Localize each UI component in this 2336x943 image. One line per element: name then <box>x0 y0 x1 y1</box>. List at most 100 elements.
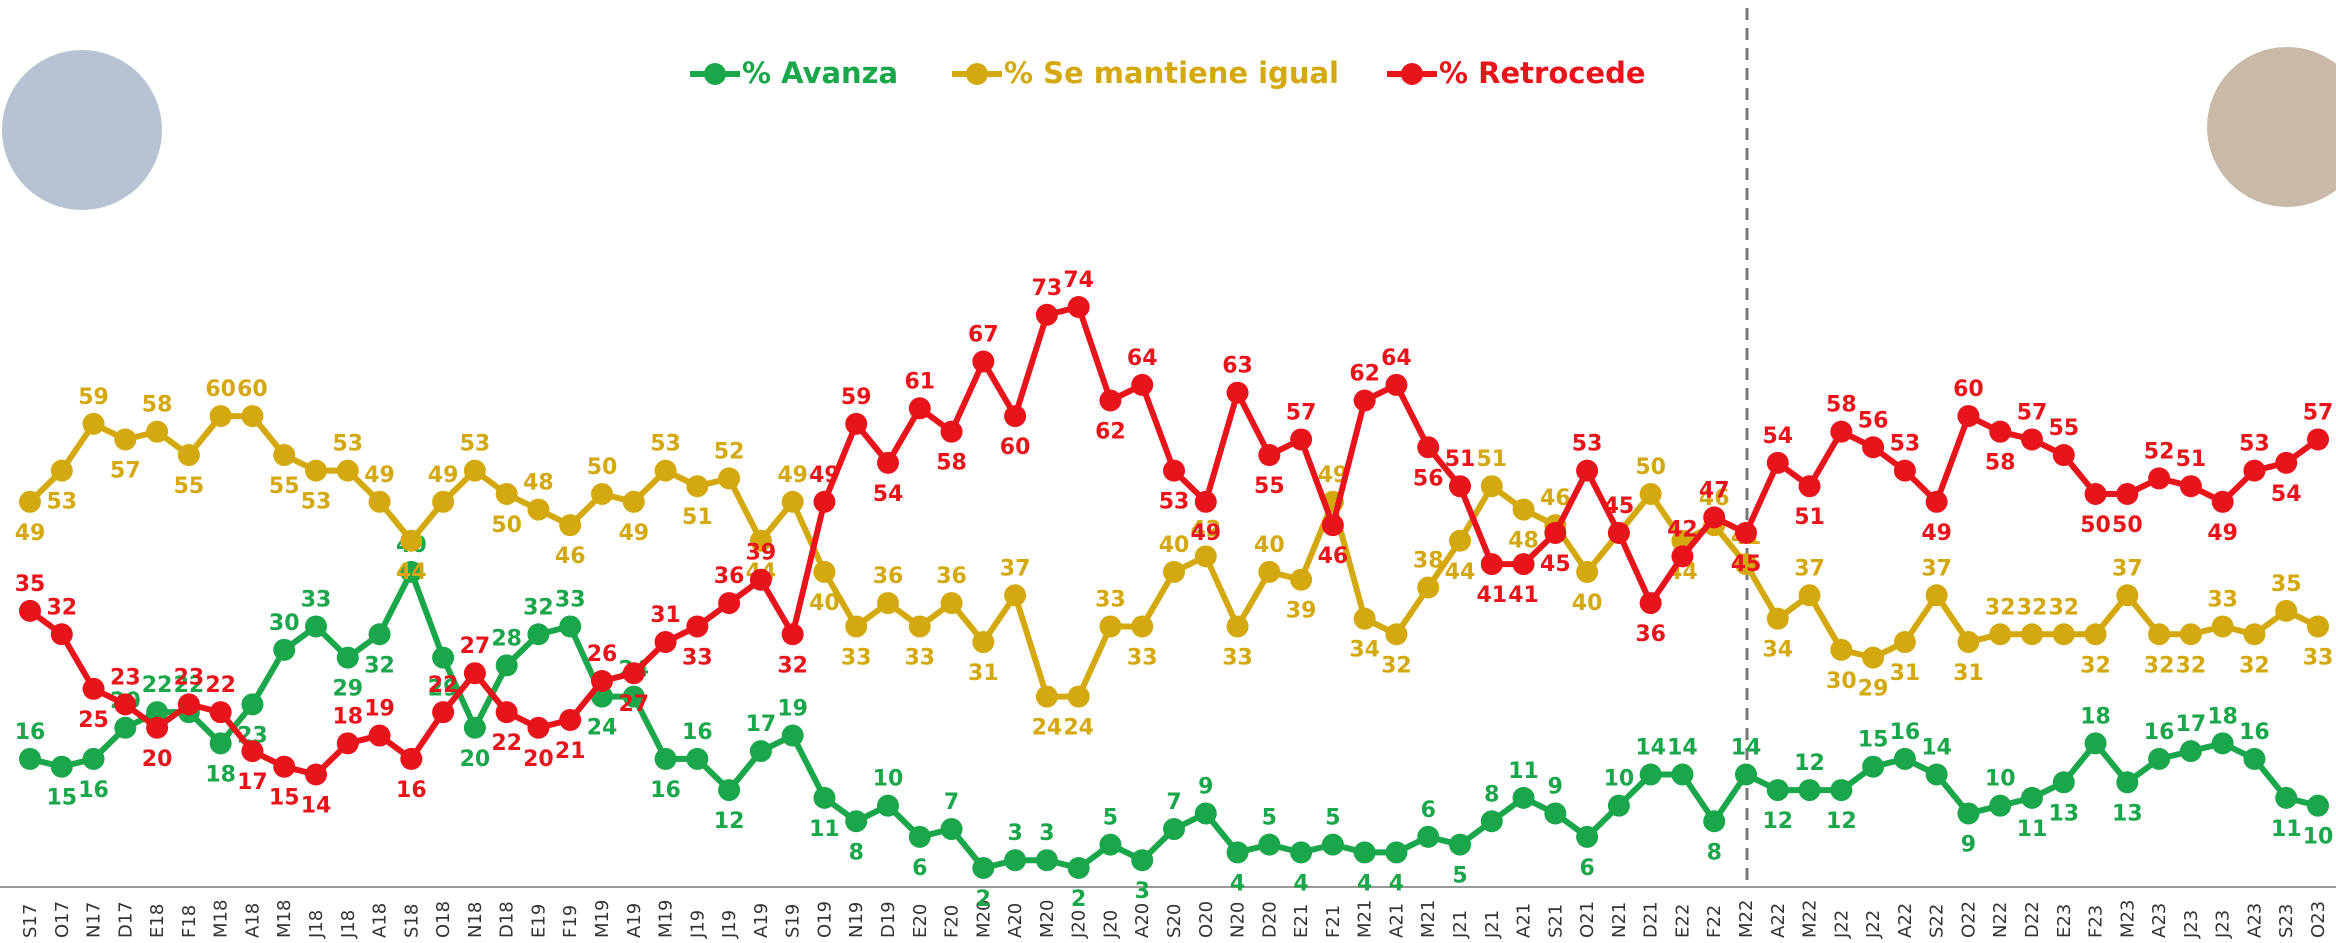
value-label: 14 <box>1667 736 1698 761</box>
x-tick-label: E22 <box>1672 904 1693 938</box>
value-label: 53 <box>1159 490 1190 515</box>
point <box>1417 576 1440 599</box>
legend-marker <box>966 63 988 85</box>
point <box>177 444 200 467</box>
point <box>1766 779 1789 802</box>
value-label: 10 <box>1604 767 1635 792</box>
point <box>368 724 391 747</box>
value-label: 49 <box>618 521 649 546</box>
x-tick-label: E20 <box>910 904 931 938</box>
point <box>1989 794 2012 817</box>
value-label: 55 <box>1254 474 1285 499</box>
x-tick-label: N19 <box>846 902 867 938</box>
x-tick-label: A22 <box>1768 903 1789 938</box>
point <box>1385 623 1408 646</box>
value-label: 8 <box>1484 782 1499 807</box>
value-label: 15 <box>46 786 77 811</box>
value-label: 35 <box>15 572 46 597</box>
value-label: 4 <box>1230 871 1245 896</box>
value-label: 11 <box>809 817 840 842</box>
point <box>305 615 327 638</box>
point <box>718 779 741 802</box>
x-tick-label: A18 <box>242 903 263 938</box>
value-label: 24 <box>587 716 618 741</box>
point <box>1703 506 1726 529</box>
point <box>19 747 41 770</box>
value-label: 33 <box>841 645 872 670</box>
value-label: 13 <box>2048 801 2079 826</box>
value-label: 51 <box>1476 447 1507 472</box>
point <box>1226 615 1249 638</box>
point <box>2021 428 2043 451</box>
legend-marker <box>704 63 726 85</box>
x-tick-label: A18 <box>370 903 391 938</box>
point <box>972 631 995 654</box>
value-label: 8 <box>1707 840 1722 865</box>
point <box>622 490 645 513</box>
value-label: 3 <box>1135 879 1150 904</box>
value-label: 48 <box>1508 529 1539 554</box>
x-tick-label: E21 <box>1291 904 1312 938</box>
value-label: 7 <box>944 790 959 815</box>
point <box>845 810 868 833</box>
point <box>1353 841 1376 864</box>
value-label: 56 <box>1413 466 1444 491</box>
point <box>1163 459 1185 482</box>
point <box>877 451 899 474</box>
x-tick-label: S18 <box>401 904 422 938</box>
point <box>2275 786 2298 809</box>
x-tick-label: O20 <box>1196 901 1217 938</box>
point <box>1925 763 1948 786</box>
point <box>1671 763 1694 786</box>
point <box>781 490 804 513</box>
value-label: 16 <box>2239 720 2270 745</box>
point <box>1798 475 1821 498</box>
value-label: 11 <box>2017 817 2048 842</box>
value-label: 8 <box>849 840 864 865</box>
value-label: 42 <box>1190 517 1221 542</box>
value-label: 57 <box>1286 400 1317 425</box>
value-label: 64 <box>1381 346 1412 371</box>
point <box>1957 631 1980 654</box>
x-tick-label: J18 <box>306 910 327 939</box>
value-label: 11 <box>1508 759 1539 784</box>
value-label: 31 <box>650 603 681 628</box>
value-label: 31 <box>1890 661 1921 686</box>
value-label: 46 <box>555 544 586 569</box>
point <box>2211 615 2234 638</box>
point <box>114 716 137 739</box>
value-label: 50 <box>2112 513 2143 538</box>
value-label: 16 <box>682 720 713 745</box>
value-label: 74 <box>1063 268 1094 293</box>
value-label: 53 <box>301 490 332 515</box>
value-label: 54 <box>2271 482 2302 507</box>
x-tick-label: M18 <box>211 900 232 938</box>
point <box>686 615 709 638</box>
value-label: 14 <box>1635 736 1666 761</box>
point <box>972 857 995 879</box>
point <box>1544 802 1567 825</box>
point <box>718 467 741 490</box>
value-label: 26 <box>587 642 618 667</box>
value-label: 49 <box>777 463 808 488</box>
value-label: 44 <box>1445 560 1476 585</box>
photo-right <box>2207 47 2336 207</box>
value-label: 16 <box>396 778 427 803</box>
point <box>781 724 804 747</box>
value-label: 55 <box>269 474 300 499</box>
value-label: 33 <box>904 645 935 670</box>
point <box>336 646 359 669</box>
value-label: 24 <box>1032 716 1063 741</box>
point <box>209 405 232 428</box>
x-tick-label: F21 <box>1323 905 1344 938</box>
point <box>336 732 359 755</box>
value-label: 58 <box>1985 451 2016 476</box>
value-label: 22 <box>428 673 459 698</box>
point <box>1671 545 1694 568</box>
point <box>2084 483 2107 505</box>
value-label: 10 <box>873 767 904 792</box>
value-label: 50 <box>587 455 618 480</box>
value-label: 6 <box>912 856 927 881</box>
point <box>2307 615 2329 638</box>
point <box>1830 420 1853 443</box>
